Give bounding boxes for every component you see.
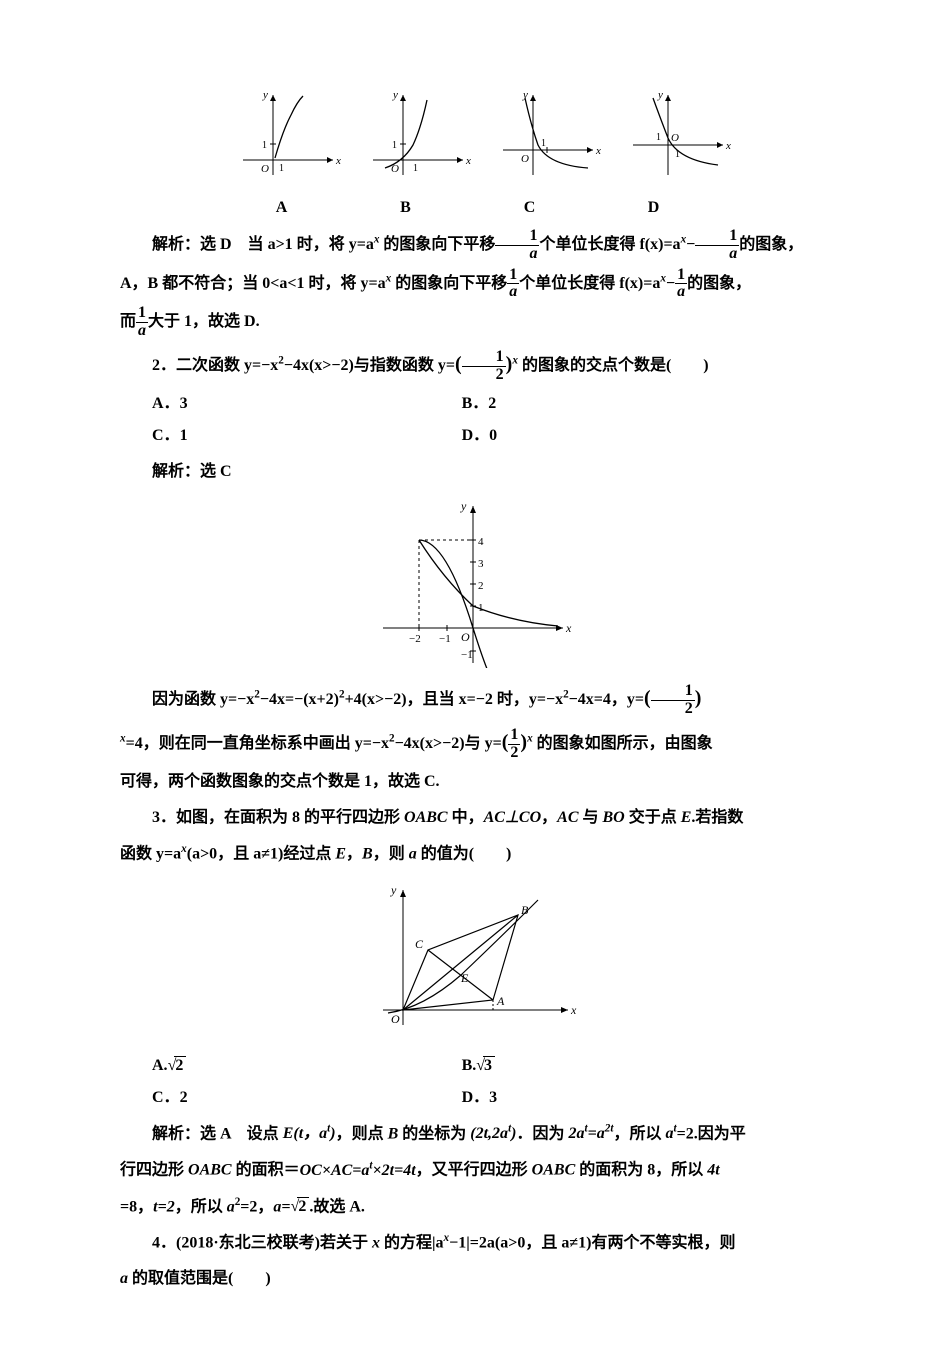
svg-text:y: y: [460, 499, 467, 513]
svg-text:1: 1: [262, 140, 267, 151]
q2-answer: 解析：选 C: [120, 456, 825, 488]
figure-q2: x y −2 −1 −1 1 2 3 4 O: [120, 498, 825, 668]
q1-explain-line2: A，B 都不符合；当 0<a<1 时，将 y=ax 的图象向下平移1a个单位长度…: [120, 267, 825, 302]
svg-text:O: O: [521, 153, 529, 165]
svg-text:4: 4: [478, 536, 484, 548]
svg-text:1: 1: [541, 138, 546, 149]
q3-explain-line2: 行四边形 OABC 的面积＝OC×AC=at×2t=4t，又平行四边形 OABC…: [120, 1154, 825, 1186]
svg-text:1: 1: [413, 163, 418, 174]
svg-text:1: 1: [279, 163, 284, 174]
q2-stem: 2．二次函数 y=−x2−4x(x>−2)与指数函数 y=(12)x 的图象的交…: [120, 344, 825, 384]
svg-text:x: x: [565, 621, 572, 635]
svg-text:x: x: [725, 140, 731, 152]
svg-text:O: O: [391, 163, 399, 175]
q2-exp-line3: 可得，两个函数图象的交点个数是 1，故选 C.: [120, 766, 825, 798]
svg-text:x: x: [465, 155, 471, 167]
svg-text:x: x: [335, 155, 341, 167]
q4-stem-line1: 4．(2018·东北三校联考)若关于 x 的方程|ax−1|=2a(a>0，且 …: [120, 1227, 825, 1259]
figure-labels: A B C D: [120, 192, 825, 224]
figure-q3: x y O A B C E: [120, 880, 825, 1040]
q2-exp-line2: x=4，则在同一直角坐标系中画出 y=−x2−4x(x>−2)与 y=(12)x…: [120, 722, 825, 762]
svg-text:O: O: [671, 132, 679, 144]
svg-text:y: y: [657, 90, 663, 101]
figure-options-abcd: x y 1 1 O x y 1 1 O x y 1 O: [120, 90, 825, 190]
svg-text:y: y: [262, 90, 268, 101]
svg-text:y: y: [390, 883, 397, 897]
q3-explain-line3: =8，t=2，所以 a2=2，a=√2.故选 A.: [120, 1191, 825, 1223]
svg-text:A: A: [496, 994, 505, 1008]
q3-options: A.√2B.√3 C．2D．3: [152, 1050, 825, 1114]
svg-text:1: 1: [392, 140, 397, 151]
q2-exp-line1: 因为函数 y=−x2−4x=−(x+2)2+4(x>−2)，且当 x=−2 时，…: [120, 678, 825, 718]
q1-explain-line3: 而1a大于 1，故选 D.: [120, 305, 825, 340]
svg-text:1: 1: [656, 132, 661, 143]
q1-explain-line1: 解析：选 D 当 a>1 时，将 y=ax 的图象向下平移1a个单位长度得 f(…: [120, 228, 825, 263]
svg-text:1: 1: [675, 149, 680, 160]
svg-text:C: C: [415, 937, 424, 951]
svg-text:−1: −1: [439, 633, 451, 645]
svg-text:3: 3: [478, 558, 484, 570]
q3-stem-line2: 函数 y=ax(a>0，且 a≠1)经过点 E，B，则 a 的值为( ): [120, 838, 825, 870]
svg-text:E: E: [460, 971, 469, 985]
svg-text:−2: −2: [409, 633, 421, 645]
q3-stem-line1: 3．如图，在面积为 8 的平行四边形 OABC 中，AC⊥CO，AC 与 BO …: [120, 802, 825, 834]
svg-text:B: B: [521, 903, 529, 917]
q2-options: A．3B．2 C．1D．0: [152, 388, 825, 452]
svg-text:O: O: [261, 163, 269, 175]
q3-explain-line1: 解析：选 A 设点 E(t，at)，则点 B 的坐标为 (2t,2at)．因为 …: [120, 1118, 825, 1150]
svg-text:x: x: [570, 1003, 577, 1017]
svg-text:y: y: [392, 90, 398, 101]
svg-text:O: O: [461, 630, 470, 644]
svg-abcd: x y 1 1 O x y 1 1 O x y 1 O: [213, 90, 733, 190]
svg-text:2: 2: [478, 580, 484, 592]
svg-text:O: O: [391, 1012, 400, 1026]
q4-stem-line2: a 的取值范围是( ): [120, 1263, 825, 1295]
svg-text:x: x: [595, 145, 601, 157]
